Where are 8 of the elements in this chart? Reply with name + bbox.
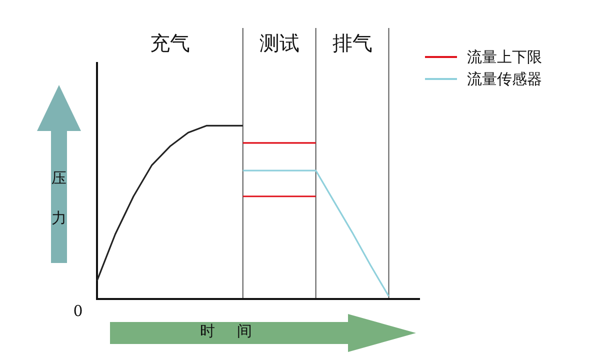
text: 充气: [150, 31, 190, 56]
text: 压力: [52, 169, 66, 227]
x-axis-title: 时间: [200, 322, 274, 341]
text: 排气: [332, 31, 372, 56]
text: 测试: [259, 31, 300, 56]
text: 0: [73, 302, 83, 320]
legend-label: 流量传感器: [467, 70, 542, 88]
legend-label: 流量上下限: [467, 48, 542, 66]
